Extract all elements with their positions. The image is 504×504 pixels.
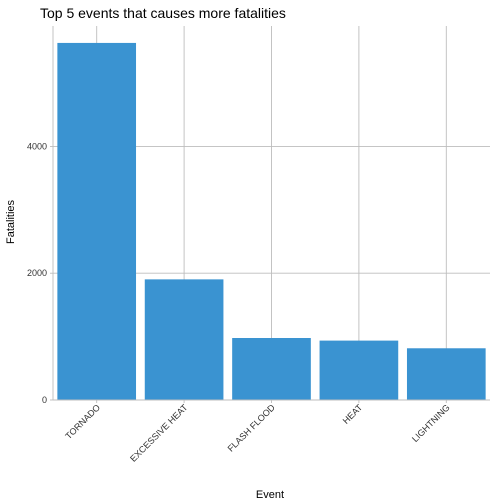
chart-title: Top 5 events that causes more fatalities (40, 5, 286, 21)
bar (232, 338, 311, 400)
y-tick-label: 2000 (27, 268, 47, 278)
y-tick-label: 0 (42, 395, 47, 405)
x-axis-title: Event (256, 489, 284, 501)
x-tick-label: LIGHTNING (410, 402, 452, 444)
x-tick-label: FLASH FLOOD (226, 402, 278, 454)
bar (144, 279, 224, 400)
y-axis-title: Fatalities (5, 199, 17, 244)
x-tick-label: HEAT (341, 402, 365, 426)
bar (406, 348, 486, 400)
y-tick-label: 4000 (27, 141, 47, 151)
bar (57, 42, 137, 401)
x-tick-label: TORNADO (63, 402, 102, 441)
bar-layer (57, 42, 486, 401)
x-tick-label: EXCESSIVE HEAT (128, 402, 190, 464)
bar (319, 340, 399, 400)
